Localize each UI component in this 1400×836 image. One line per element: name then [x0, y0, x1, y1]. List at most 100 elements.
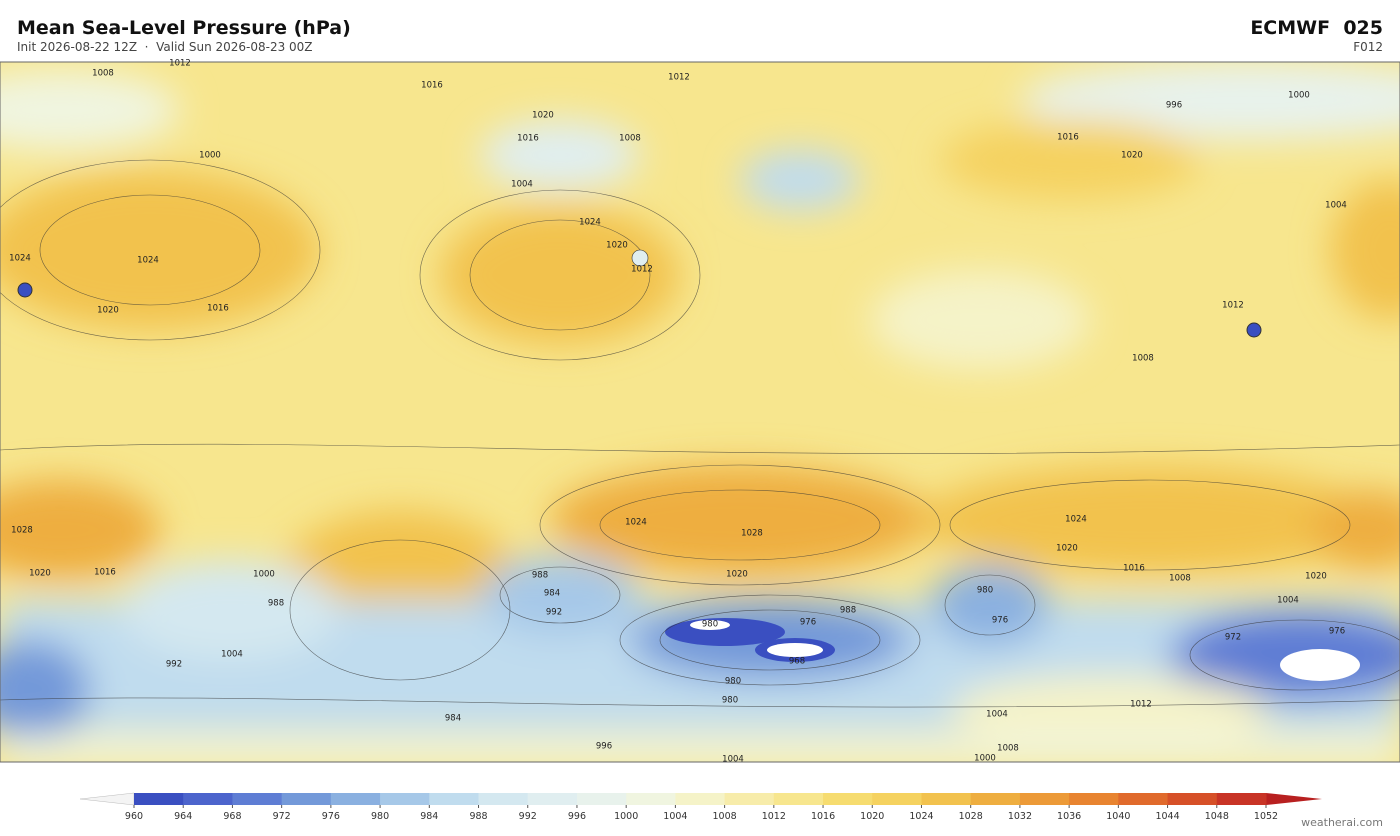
contour-label: 1020: [1121, 151, 1143, 161]
contour-label: 984: [544, 589, 560, 599]
colorbar-tick-label: 1024: [909, 811, 933, 822]
title: Mean Sea-Level Pressure (hPa): [17, 17, 351, 39]
colorbar-bin: [626, 793, 676, 805]
colorbar-tick-label: 980: [371, 811, 389, 822]
colorbar-bin: [1069, 793, 1119, 805]
contour-label: 1012: [1130, 700, 1152, 710]
contour-label: 1020: [726, 570, 748, 580]
contour-label: 992: [546, 608, 562, 618]
contour-label: 976: [800, 618, 816, 628]
colorbar-bin: [724, 793, 775, 805]
contour-labels: 1008 1012 1016 1012 1020 1016 1008 1004 1000 1024…: [9, 59, 1347, 765]
colorbar-tick-label: 1000: [614, 811, 638, 822]
colorbar-bin: [183, 793, 233, 805]
contour-label: 1008: [619, 134, 641, 144]
colorbar-bin: [1216, 793, 1267, 805]
colorbar-tick-label: 1012: [762, 811, 786, 822]
contour-label: 1020: [532, 111, 554, 121]
colorbar-tick-label: 1008: [713, 811, 737, 822]
contour-label: 968: [789, 657, 805, 667]
contour-label: 1020: [1305, 572, 1327, 582]
contour-label: 1024: [137, 256, 159, 266]
colorbar-tick-label: 976: [322, 811, 340, 822]
contour-label: 1000: [253, 570, 275, 580]
contour-label: 976: [992, 616, 1008, 626]
colorbar-bin: [675, 793, 726, 805]
colorbar-bin: [576, 793, 627, 805]
colorbar: 960 964 968 972 976 980 984 988 992 996 1000 1004 10…: [79, 792, 1322, 822]
colorbar-over: [1266, 793, 1322, 805]
contour-label: 1000: [1288, 91, 1310, 101]
colorbar-bin: [527, 793, 578, 805]
contour-label: 1020: [606, 241, 628, 251]
contour-label: 1016: [1057, 133, 1079, 143]
colorbar-tick-label: 1036: [1057, 811, 1081, 822]
colorbar-bin: [429, 793, 480, 805]
forecast-hour: F012: [1353, 40, 1383, 54]
contour-label: 1012: [1222, 301, 1244, 311]
contour-label: 1016: [421, 81, 443, 91]
colorbar-bin: [134, 793, 184, 805]
contour-label: 980: [702, 620, 718, 630]
colorbar-tick-label: 1028: [959, 811, 983, 822]
contour-label: 1008: [92, 69, 114, 79]
colorbar-bin: [921, 793, 972, 805]
colorbar-bin: [970, 793, 1021, 805]
colorbar-bin: [478, 793, 529, 805]
colorbar-bin: [1019, 793, 1070, 805]
contour-label: 988: [840, 606, 856, 616]
colorbar-tick-label: 1040: [1106, 811, 1130, 822]
contour-label: 1016: [517, 134, 539, 144]
colorbar-tick-label: 964: [174, 811, 192, 822]
contour-label: 1024: [579, 218, 601, 228]
pressure-field: [0, 62, 1400, 762]
colorbar-bin: [380, 793, 430, 805]
colorbar-tick-label: 968: [223, 811, 241, 822]
colorbar-bin: [1118, 793, 1169, 805]
contour-label: 976: [1329, 627, 1345, 637]
credit: weatherai.com: [1301, 816, 1383, 829]
colorbar-tick-label: 1044: [1155, 811, 1179, 822]
contour-label: 1024: [9, 254, 31, 264]
contour-label: 1016: [207, 304, 229, 314]
contour-label: 996: [1166, 101, 1182, 111]
contour-label: 1016: [1123, 564, 1145, 574]
colorbar-tick-label: 972: [273, 811, 291, 822]
colorbar-tick-label: 960: [125, 811, 143, 822]
contour-label: 1004: [722, 755, 744, 765]
colorbar-bin: [773, 793, 824, 805]
contour-label: 1012: [668, 73, 690, 83]
colorbar-bin: [330, 793, 381, 805]
model-name: ECMWF 025: [1250, 17, 1383, 39]
contour-label: 1028: [11, 526, 33, 536]
colorbar-under: [79, 792, 135, 806]
contour-label: 1004: [1277, 596, 1299, 606]
colorbar-bin: [872, 793, 922, 805]
colorbar-tick-label: 1020: [860, 811, 884, 822]
contour-label: 1008: [1132, 354, 1154, 364]
colorbar-tick-label: 984: [420, 811, 438, 822]
colorbar-tick-label: 1004: [663, 811, 687, 822]
contour-label: 980: [725, 677, 741, 687]
contour-label: 1016: [94, 568, 116, 578]
contour-label: 1004: [986, 710, 1008, 720]
contour-label: 988: [532, 571, 548, 581]
contour-label: 1012: [631, 265, 653, 275]
colorbar-bin: [1167, 793, 1218, 805]
contour-label: 1008: [997, 744, 1019, 754]
contour-label: 1004: [1325, 201, 1347, 211]
contour-label: 1020: [1056, 544, 1078, 554]
colorbar-bin: [281, 793, 332, 805]
contour-label: 984: [445, 714, 461, 724]
contour-label: 1020: [97, 306, 119, 316]
contour-label: 1000: [199, 151, 221, 161]
contour-label: 1024: [1065, 515, 1087, 525]
contour-label: 1004: [511, 180, 533, 190]
colorbar-tick-label: 996: [568, 811, 586, 822]
colorbar-tick-label: 1016: [811, 811, 835, 822]
contour-label: 972: [1225, 633, 1241, 643]
contour-label: 996: [596, 742, 612, 752]
subtitle: Init 2026-08-22 12Z · Valid Sun 2026-08-…: [17, 40, 313, 54]
